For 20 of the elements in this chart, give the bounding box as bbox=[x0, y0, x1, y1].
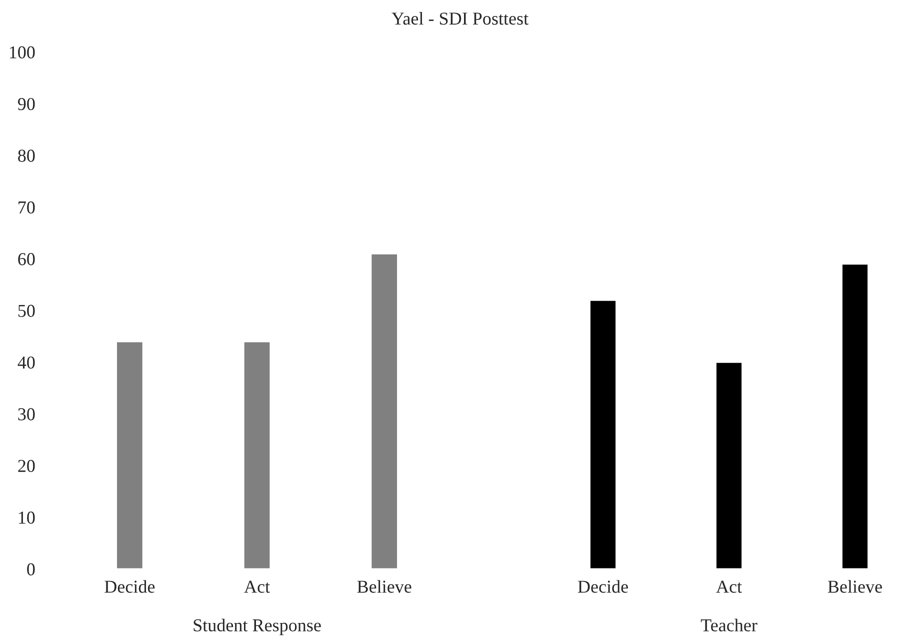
x-tick-label: Act bbox=[716, 580, 742, 593]
x-axis-title: Teacher bbox=[700, 618, 758, 632]
x-tick-label: Believe bbox=[357, 580, 412, 593]
x-tick-label: Believe bbox=[828, 580, 882, 593]
y-tick-label: 90 bbox=[18, 98, 35, 110]
y-tick-label: 20 bbox=[18, 460, 35, 472]
y-tick-label: 60 bbox=[18, 253, 35, 266]
y-tick-label: 70 bbox=[18, 201, 35, 214]
y-tick-label: 0 bbox=[27, 563, 35, 576]
y-tick-label: 40 bbox=[18, 356, 35, 369]
y-tick-label: 100 bbox=[10, 46, 35, 58]
y-tick-label: 80 bbox=[18, 150, 35, 162]
x-tick-label: Decide bbox=[578, 580, 628, 593]
x-axis-title: Student Response bbox=[194, 618, 321, 636]
y-tick-label: 50 bbox=[18, 304, 35, 317]
x-tick-label: Decide bbox=[104, 580, 155, 593]
x-tick-label: Act bbox=[244, 580, 270, 593]
y-tick-label: 30 bbox=[18, 408, 35, 420]
chart-title: Yael - SDI Posttest bbox=[392, 12, 528, 25]
y-tick-label: 10 bbox=[18, 512, 35, 524]
